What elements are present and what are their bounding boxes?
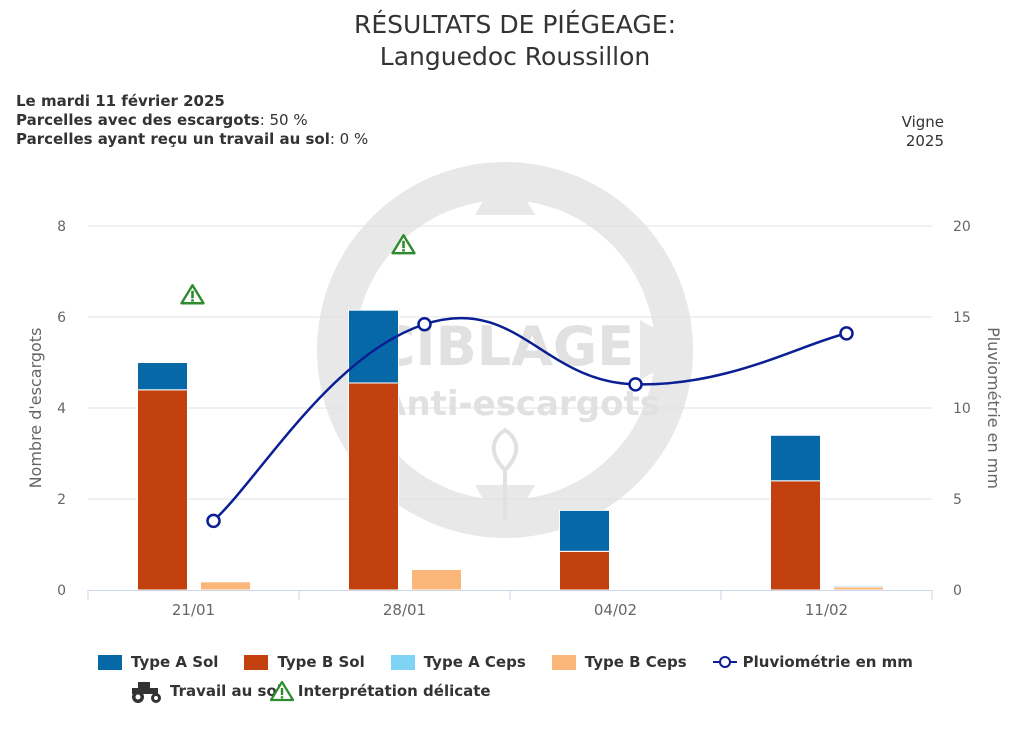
pluvio-legend-icon (712, 656, 737, 668)
year-label: 2025 (905, 132, 944, 150)
watermark-line1: CIBLAGE (376, 315, 634, 378)
crop-info: Vigne 2025 (902, 113, 944, 151)
chart-svg: CIBLAGE Anti-escargots 0 2 4 6 8 0 5 10 15 20 21/0… (26, 162, 1003, 619)
bar-type-a-sol (559, 509, 610, 552)
crop-label: Vigne (901, 113, 944, 131)
axes: 0 2 4 6 8 0 5 10 15 20 21/01 28/01 04/02 11/02 (57, 219, 971, 619)
legend-interpretation-delicate[interactable]: Interprétation délicate (269, 680, 491, 702)
legend-pluviometrie[interactable]: Pluviométrie en mm (712, 653, 913, 671)
legend-type-a-sol[interactable]: Type A Sol (98, 653, 218, 671)
y2-tick-label: 10 (953, 401, 971, 417)
bar-type-a-sol (770, 434, 821, 482)
y-tick-label: 4 (57, 401, 66, 417)
chart-title: RÉSULTATS DE PIÉGEAGE: (353, 10, 677, 39)
y2-tick-label: 20 (953, 219, 971, 235)
y-tick-label: 0 (57, 583, 66, 599)
pluvio-point (628, 377, 643, 392)
bar-type-b-sol (137, 389, 188, 591)
warnings (180, 233, 416, 305)
y2-tick-label: 0 (953, 583, 962, 599)
watermark: CIBLAGE Anti-escargots (317, 162, 693, 538)
tractor-icon (132, 682, 161, 703)
bar-type-a-sol (137, 362, 188, 391)
warning-dot (191, 299, 194, 302)
y-axis-label: Nombre d'escargots (26, 328, 45, 489)
warning-marker (180, 284, 205, 305)
warning-dot (402, 249, 405, 252)
bar-type-b-sol (559, 550, 610, 591)
bar-type-a-ceps (833, 584, 884, 588)
y2-tick-label: 15 (953, 310, 971, 326)
pluvio-point (839, 326, 854, 341)
legend-type-a-ceps[interactable]: Type A Ceps (390, 653, 526, 671)
legend-travail-au-sol[interactable]: Travail au sol (128, 678, 282, 704)
watermark-line2: Anti-escargots (380, 384, 660, 424)
legend-type-b-sol[interactable]: Type B Sol (244, 653, 365, 671)
warning-icon (269, 680, 294, 702)
y-tick-label: 8 (57, 219, 66, 235)
x-tick-label: 28/01 (383, 601, 426, 619)
y-tick-label: 2 (57, 492, 66, 508)
y2-axis-label: Pluviométrie en mm (984, 327, 1003, 489)
pluvio-point (206, 513, 221, 529)
y2-tick-label: 5 (953, 492, 962, 508)
legend-type-b-ceps[interactable]: Type B Ceps (551, 653, 687, 671)
x-tick-label: 11/02 (805, 601, 848, 619)
x-tick-label: 21/01 (172, 601, 215, 619)
pluvio-line-path (212, 317, 847, 522)
warning-marker (391, 233, 416, 255)
x-tick-label: 04/02 (594, 601, 637, 619)
y-tick-label: 6 (57, 310, 66, 326)
bar-type-b-sol (770, 480, 821, 591)
info-block: Le mardi 11 février 2025 Parcelles avec … (16, 92, 368, 149)
date-label: Le mardi 11 février 2025 (16, 92, 225, 110)
pluvio-line (206, 317, 854, 529)
bars (137, 309, 884, 591)
snails-stat: Parcelles avec des escargots: 50 % (16, 111, 308, 129)
pluvio-point (417, 317, 432, 332)
warning-bar (191, 290, 194, 299)
legend: Type A Sol Type B Sol Type A Ceps Type B… (98, 650, 939, 703)
bar-type-a-sol (348, 309, 399, 384)
soil-stat: Parcelles ayant reçu un travail au sol: … (16, 130, 369, 148)
bar-type-b-ceps (200, 581, 251, 591)
chart-subtitle: Languedoc Roussillon (379, 42, 651, 71)
bar-type-b-sol (348, 382, 399, 591)
warning-bar (402, 240, 405, 249)
bar-type-b-ceps (411, 569, 462, 591)
